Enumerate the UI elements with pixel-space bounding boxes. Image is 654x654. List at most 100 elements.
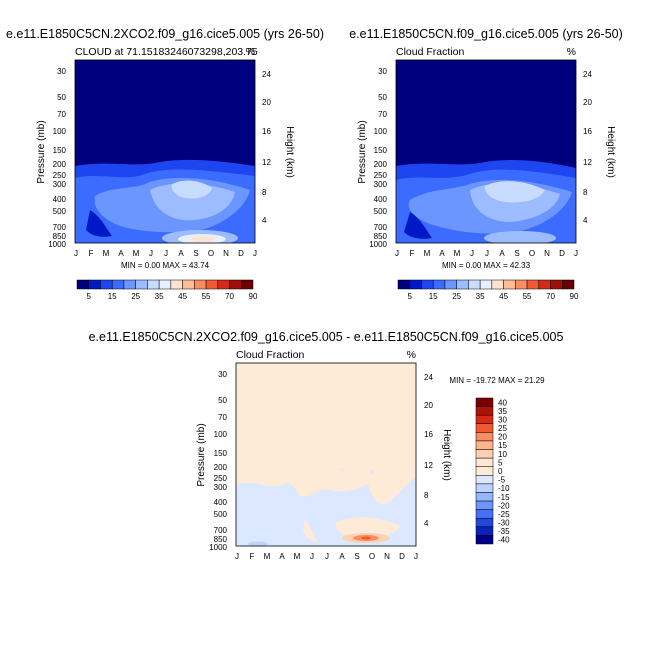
- panel-3-ytick-12: 1000: [209, 543, 227, 552]
- panel-3-xtick-8: S: [354, 552, 359, 561]
- panel-2-colorbar-swatch: [538, 279, 551, 290]
- panel-2-colorbar-swatch: [503, 279, 516, 290]
- panel-1-y-ticks: 30 50 70 100 150 200 250 300 400 500 700…: [48, 67, 66, 249]
- panel-3-frame: [235, 362, 417, 547]
- panel-1-xtick-10: N: [223, 249, 229, 258]
- panel-1-colorbar-swatch: [76, 279, 89, 290]
- panel-3-ylabel-right: Height (km): [441, 429, 452, 481]
- panel-3-colorbar-label: -30: [498, 519, 510, 528]
- panel-1-colorbar-swatch: [123, 279, 136, 290]
- panel-1-colorbar-swatch: [182, 279, 195, 290]
- panel-1-xtick-0: J: [74, 249, 78, 258]
- panel-1-colorbar-swatch: [158, 279, 172, 290]
- panel-2-xtick-7: A: [499, 249, 505, 258]
- panel-3-colorbar-swatch: [475, 397, 494, 407]
- panel-1-colorbar-swatch: [147, 279, 160, 290]
- panel-1-ylabel: Pressure (mb): [36, 120, 47, 183]
- panel-1-xtick-6: J: [164, 249, 168, 258]
- panel-3-colorbar-swatch: [475, 466, 494, 476]
- panel-1-frame: [74, 59, 256, 244]
- panel-1-rtick-4: 8: [262, 188, 267, 197]
- panel-2-ytick-10: 700: [374, 223, 388, 232]
- panel-2-ytick-5: 200: [374, 160, 388, 169]
- panel-3-colorbar-label: 35: [498, 407, 507, 416]
- panel-3-rtick-0: 24: [424, 373, 433, 382]
- panel-1-colorbar-swatch: [194, 279, 207, 290]
- panel-3-colorbar-swatch: [475, 517, 494, 528]
- panel-1-colorbar-swatch: [217, 279, 230, 290]
- panel-2-ytick-9: 500: [374, 207, 388, 216]
- panel-2-xtick-12: J: [574, 249, 578, 258]
- panel-1-rtick-1: 20: [262, 98, 271, 107]
- panel-2-units: %: [567, 46, 576, 58]
- panel-1-xtick-5: J: [149, 249, 153, 258]
- panel-3-ytick-9: 500: [214, 510, 228, 519]
- panel-1-colorbar-swatch: [205, 279, 219, 290]
- panel-3-xtick-5: J: [310, 552, 314, 561]
- panel-1-ytick-1: 50: [57, 93, 66, 102]
- panel-2-ytick-0: 30: [378, 67, 387, 76]
- panel-2-xtick-0: J: [395, 249, 399, 258]
- panel-3-colorbar-swatch: [475, 449, 494, 459]
- panel-3-colorbar-swatch: [475, 483, 494, 493]
- panel-1-xtick-8: S: [193, 249, 198, 258]
- panel-1-rtick-2: 16: [262, 127, 271, 136]
- panel-3-xtick-12: J: [414, 552, 418, 561]
- panel-3-subtitle: Cloud Fraction: [236, 349, 304, 361]
- panel-2-colorbar-label: 45: [499, 292, 508, 301]
- panel-1: e.e11.E1850C5CN.2XCO2.f09_g16.cice5.005 …: [6, 27, 324, 301]
- panel-3-xtick-6: J: [325, 552, 329, 561]
- panel-2-colorbar-swatch: [421, 279, 434, 290]
- panel-1-x-ticks: J F M A M J J A S O N D J: [74, 249, 257, 258]
- panel-2-x-ticks: J F M A M J J A S O N D J: [395, 249, 578, 258]
- panel-3-colorbar-swatch: [475, 475, 494, 485]
- panel-2-xtick-9: O: [529, 249, 535, 258]
- panel-3-rtick-1: 20: [424, 401, 433, 410]
- panel-3-ytick-5: 200: [214, 463, 228, 472]
- panel-3-colorbar-label: -40: [498, 536, 510, 545]
- panel-3-xtick-10: N: [384, 552, 390, 561]
- panel-3-colorbar-label: -10: [498, 484, 510, 493]
- panel-1-colorbar-label: 45: [178, 292, 187, 301]
- panel-3-ytick-10: 700: [214, 526, 228, 535]
- panel-2-ytick-11: 850: [374, 232, 388, 241]
- panel-3-ytick-0: 30: [218, 370, 227, 379]
- panel-3-right-ticks: 24 20 16 12 8 4: [424, 373, 433, 528]
- panel-3-colorbar-swatch: [475, 457, 494, 467]
- panel-1-xtick-2: M: [103, 249, 110, 258]
- panel-2-colorbar-swatch: [444, 279, 457, 290]
- panel-1-colorbar-label: 90: [249, 292, 258, 301]
- panel-2-ylabel: Pressure (mb): [357, 120, 368, 183]
- panel-2-colorbar-swatch: [409, 279, 422, 290]
- panel-3-xtick-11: D: [399, 552, 405, 561]
- panel-2-xtick-11: D: [559, 249, 565, 258]
- panel-3-stats: MIN = -19.72 MAX = 21.29: [449, 376, 545, 385]
- panel-1-ytick-2: 70: [57, 110, 66, 119]
- panel-2-colorbar-swatch: [468, 279, 481, 290]
- panel-3-ytick-3: 100: [214, 430, 228, 439]
- panel-3-title: e.e11.E1850C5CN.2XCO2.f09_g16.cice5.005 …: [89, 330, 564, 344]
- panel-2: e.e11.E1850C5CN.f09_g16.cice5.005 (yrs 2…: [349, 27, 623, 301]
- panel-3-ytick-8: 400: [214, 498, 228, 507]
- panel-1-colorbar-swatch: [229, 279, 242, 290]
- panel-2-xtick-5: J: [470, 249, 474, 258]
- panel-2-ytick-7: 300: [374, 180, 388, 189]
- panel-1-ytick-5: 200: [53, 160, 67, 169]
- panel-3-rtick-3: 12: [424, 461, 433, 470]
- panel-2-title: e.e11.E1850C5CN.f09_g16.cice5.005 (yrs 2…: [349, 27, 623, 41]
- panel-2-ytick-3: 100: [374, 127, 388, 136]
- panel-1-xtick-9: O: [208, 249, 214, 258]
- panel-2-ytick-1: 50: [378, 93, 387, 102]
- panel-2-right-ticks: 24 20 16 12 8 4: [583, 70, 592, 225]
- panel-1-rtick-0: 24: [262, 70, 271, 79]
- panel-1-colorbar-label: 35: [155, 292, 164, 301]
- panel-3-colorbar-label: 20: [498, 433, 507, 442]
- panel-2-stats: MIN = 0.00 MAX = 42.33: [442, 261, 531, 270]
- panel-3-ylabel: Pressure (mb): [196, 423, 207, 486]
- panel-2-colorbar-swatch: [550, 279, 563, 290]
- panel-3-ytick-11: 850: [214, 535, 228, 544]
- panel-3-colorbar-label: 15: [498, 441, 507, 450]
- panel-3-y-ticks: 30 50 70 100 150 200 250 300 400 500 700…: [209, 370, 227, 552]
- panel-2-colorbar-swatch: [562, 279, 575, 290]
